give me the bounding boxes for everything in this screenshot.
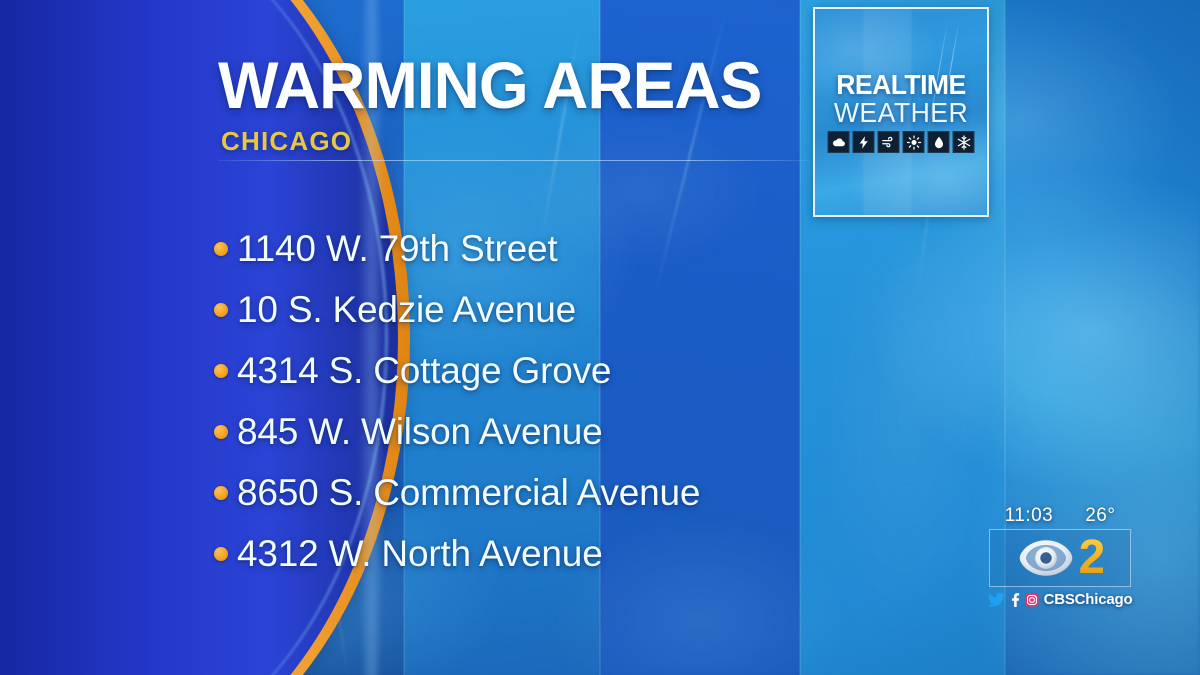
list-item-label: 4312 W. North Avenue	[237, 532, 603, 574]
panel-seam	[1004, 0, 1006, 675]
list-item: 10 S. Kedzie Avenue	[214, 279, 974, 340]
lightning-bolt-icon	[852, 131, 875, 153]
location-subtitle: CHICAGO	[221, 126, 353, 156]
instagram-icon[interactable]	[1024, 592, 1039, 607]
bullet-icon	[214, 424, 228, 439]
temperature-value: 26°	[1085, 505, 1116, 526]
bullet-icon	[214, 546, 228, 561]
panel-seam	[599, 0, 601, 675]
list-item: 1140 W. 79th Street	[214, 218, 974, 279]
realtime-weather-logo: REALTIME WEATHER	[813, 7, 989, 217]
list-item: 4314 S. Cottage Grove	[214, 340, 974, 401]
bullet-icon	[214, 485, 228, 500]
weather-label: WEATHER	[833, 97, 969, 128]
logo-texture	[815, 9, 987, 215]
wind-icon	[877, 131, 900, 153]
list-item-label: 10 S. Kedzie Avenue	[237, 288, 577, 330]
panel-seam	[799, 0, 801, 675]
raindrop-icon	[927, 131, 950, 153]
cloud-icon	[827, 131, 850, 153]
snowflake-icon	[952, 131, 975, 153]
title-divider	[218, 160, 810, 161]
bullet-icon	[214, 363, 228, 378]
bg-panel-3	[600, 0, 800, 675]
sun-icon	[902, 131, 925, 153]
list-item: 845 W. Wilson Avenue	[214, 401, 974, 462]
station-bug: 11:03 26° 2	[985, 505, 1135, 608]
bullet-icon	[214, 302, 228, 317]
cbs-eye-icon	[1019, 540, 1072, 576]
list-item-label: 4314 S. Cottage Grove	[237, 349, 612, 391]
weather-icon-row	[827, 131, 975, 153]
list-item: 8650 S. Commercial Avenue	[214, 462, 974, 523]
clock-value: 11:03	[1004, 505, 1054, 526]
list-item-label: 845 W. Wilson Avenue	[237, 410, 603, 452]
warming-areas-list: 1140 W. 79th Street 10 S. Kedzie Avenue …	[214, 218, 974, 584]
page-title: WARMING AREAS	[218, 48, 762, 122]
realtime-label: REALTIME	[836, 69, 966, 100]
cbs2-logo: 2	[989, 529, 1131, 587]
social-row: CBSChicago	[985, 591, 1135, 608]
bullet-icon	[214, 241, 228, 256]
list-item-label: 1140 W. 79th Street	[237, 227, 558, 269]
social-handle: CBSChicago	[1043, 591, 1133, 608]
channel-number: 2	[1078, 531, 1106, 584]
time-temp-row: 11:03 26°	[985, 505, 1135, 527]
twitter-icon[interactable]	[987, 592, 1005, 607]
bg-panel-2	[404, 0, 600, 675]
list-item: 4312 W. North Avenue	[214, 523, 974, 584]
list-item-label: 8650 S. Commercial Avenue	[237, 471, 701, 513]
facebook-icon[interactable]	[1010, 592, 1020, 607]
